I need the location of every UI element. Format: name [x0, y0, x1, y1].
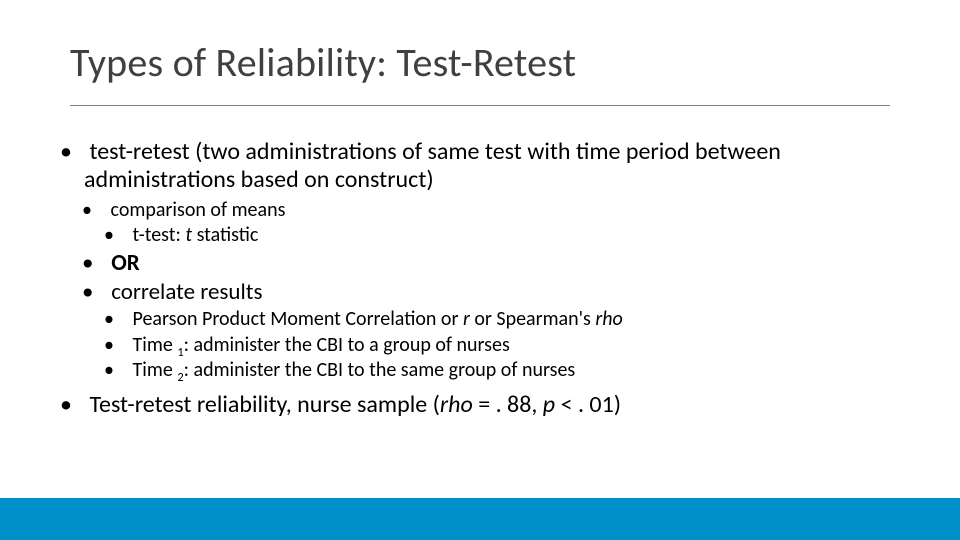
text-pre: Time [133, 333, 178, 357]
bullet-reliability-result: Test-retest reliability, nurse sample (r… [70, 391, 900, 419]
bullet-test-retest: test-retest (two administrations of same… [70, 138, 900, 195]
slide: Types of Reliability: Test-Retest test-r… [0, 0, 960, 540]
text-pre: Test-retest reliability, nurse sample ( [89, 390, 439, 419]
stat-rho: rho [595, 307, 622, 331]
bullet-time-2: Time 2: administer the CBI to the same g… [70, 359, 900, 383]
slide-body: test-retest (two administrations of same… [70, 138, 900, 423]
stat-p: p [543, 390, 555, 419]
text-mid2: < . 01) [555, 390, 621, 419]
stat-r: r [463, 307, 470, 331]
bullet-text: correlate results [111, 278, 262, 306]
title-text: Types of Reliability: Test-Retest [70, 38, 576, 87]
bullet-time-1: Time 1: administer the CBI to a group of… [70, 334, 900, 358]
slide-title: Types of Reliability: Test-Retest [70, 38, 890, 87]
title-block: Types of Reliability: Test-Retest [70, 38, 890, 106]
bullet-or: OR [70, 250, 900, 277]
text-pre: Time [133, 358, 178, 382]
text-mid1: = . 88, [473, 390, 543, 419]
text-post: statistic [192, 223, 258, 247]
text-post: : administer the CBI to a group of nurse… [184, 333, 510, 357]
bullet-pearson: Pearson Product Moment Correlation or r … [70, 308, 900, 332]
text-post: : administer the CBI to the same group o… [184, 358, 576, 382]
bottom-accent-bar [0, 498, 960, 540]
stat-rho: rho [440, 390, 473, 419]
bullet-comparison-means: comparison of means [70, 199, 900, 223]
text-mid: or Spearman's [470, 307, 596, 331]
bullet-text: comparison of means [111, 198, 286, 222]
bullet-text: test-retest (two administrations of same… [84, 137, 781, 194]
text-pre: t-test: [133, 223, 186, 247]
bullet-t-test: t-test: t statistic [70, 224, 900, 248]
text-pre: Pearson Product Moment Correlation or [133, 307, 463, 331]
bullet-text: OR [111, 249, 140, 277]
bullet-correlate-results: correlate results [70, 279, 900, 306]
title-underline [70, 105, 890, 106]
